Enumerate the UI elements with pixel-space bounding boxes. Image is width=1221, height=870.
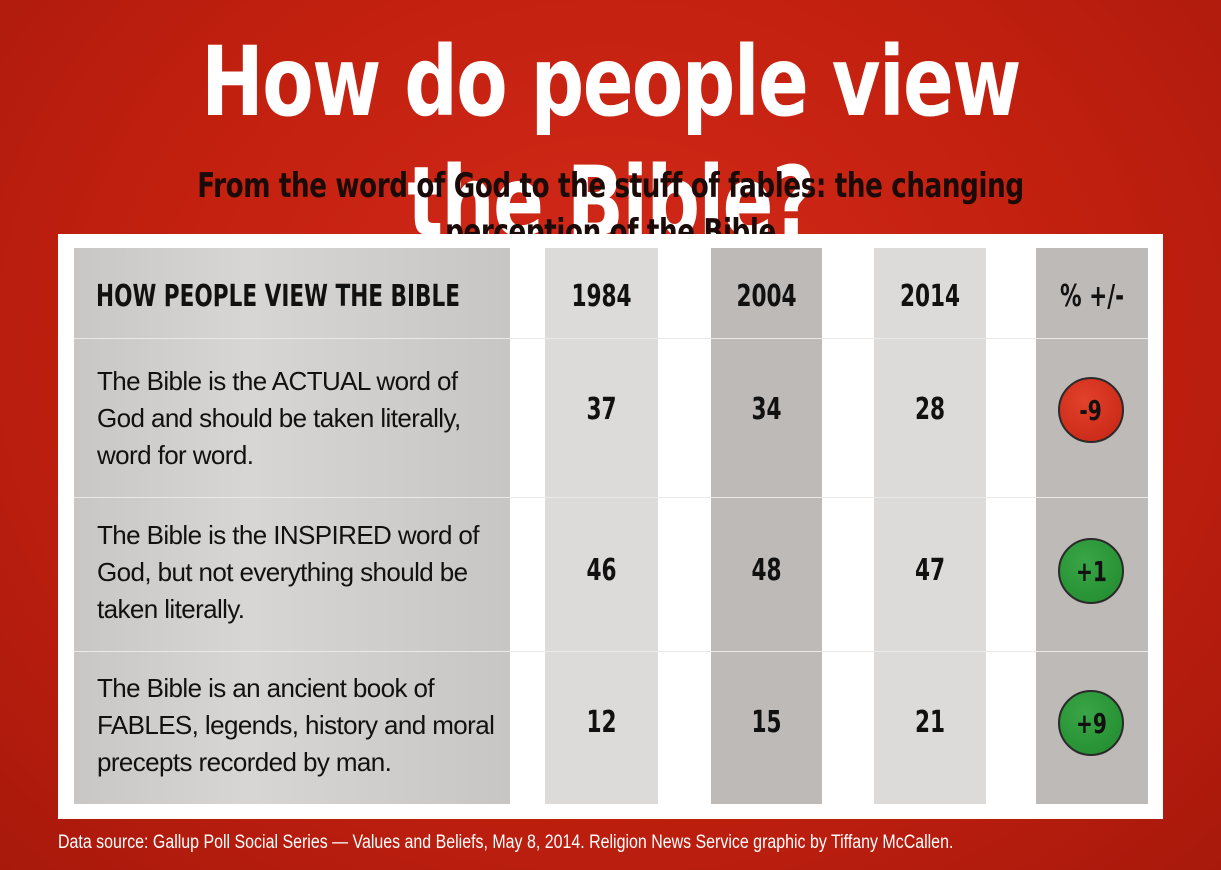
change-value-inspired: +1 (1075, 554, 1107, 588)
label-column (74, 248, 510, 804)
change-badge-inspired: +1 (1058, 538, 1124, 604)
page-title: How do people view the Bible? (201, 26, 1021, 258)
row-label-actual: The Bible is the ACTUAL word of God and … (97, 366, 461, 470)
row-divider (74, 651, 1148, 652)
row-divider (74, 497, 1148, 498)
value-1984-fables: 12 (586, 705, 617, 740)
column-1984 (545, 248, 658, 804)
header-1984: 1984 (571, 279, 632, 314)
change-badge-actual: -9 (1058, 377, 1124, 443)
value-2004-actual: 34 (751, 392, 782, 427)
header-2014: 2014 (899, 279, 961, 314)
row-divider (74, 338, 1148, 339)
change-badge-fables: +9 (1058, 690, 1124, 756)
value-2004-fables: 15 (751, 705, 782, 740)
change-value-fables: +9 (1075, 706, 1107, 740)
row-label-inspired: The Bible is the INSPIRED word of God, b… (97, 520, 480, 624)
value-1984-actual: 37 (586, 392, 617, 427)
change-value-actual: -9 (1079, 393, 1103, 427)
source-note: Data source: Gallup Poll Social Series —… (58, 832, 954, 853)
value-2004-inspired: 48 (751, 553, 782, 588)
value-1984-inspired: 46 (586, 553, 617, 588)
row-label-fables: The Bible is an ancient book of FABLES, … (97, 673, 495, 777)
header-change: % +/- (1059, 279, 1125, 314)
column-2014 (874, 248, 986, 804)
value-2014-actual: 28 (914, 392, 946, 427)
data-table: HOW PEOPLE VIEW THE BIBLE 1984 2004 2014… (58, 234, 1163, 819)
header-label: HOW PEOPLE VIEW THE BIBLE (96, 279, 461, 314)
value-2014-inspired: 47 (914, 553, 946, 588)
column-2004 (711, 248, 822, 804)
header-2004: 2004 (736, 279, 797, 314)
value-2014-fables: 21 (914, 705, 946, 740)
